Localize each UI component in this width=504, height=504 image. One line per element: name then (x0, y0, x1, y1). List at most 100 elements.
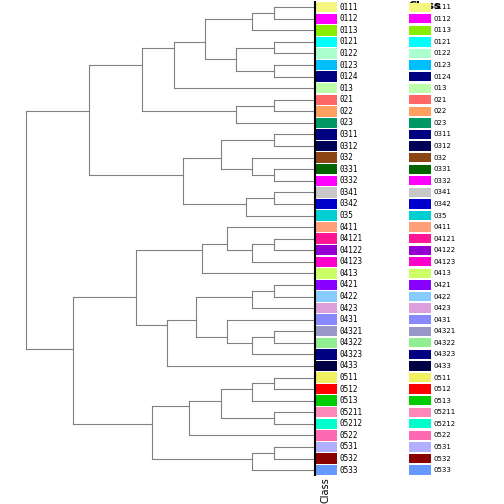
Bar (314, 25, 337, 35)
Bar (314, 384, 337, 394)
Text: 0112: 0112 (340, 14, 358, 23)
Text: 0522: 0522 (434, 432, 451, 438)
Text: 04321: 04321 (434, 328, 456, 334)
Bar (409, 315, 430, 324)
Bar (409, 211, 430, 220)
Text: Class: Class (321, 477, 331, 503)
Bar (314, 60, 337, 70)
Bar (314, 83, 337, 93)
Bar (409, 72, 430, 81)
Text: 0533: 0533 (434, 467, 452, 473)
Bar (409, 303, 430, 312)
Text: 0533: 0533 (340, 466, 358, 475)
Text: 0531: 0531 (434, 444, 452, 450)
Text: 0413: 0413 (434, 270, 452, 276)
Text: 05212: 05212 (340, 419, 363, 428)
Text: 0342: 0342 (340, 200, 358, 209)
Text: 0123: 0123 (340, 60, 358, 70)
Text: 05212: 05212 (434, 421, 456, 427)
Bar (314, 291, 337, 302)
Text: 0423: 0423 (340, 303, 358, 312)
Text: 04323: 04323 (434, 351, 456, 357)
Text: 0423: 0423 (434, 305, 452, 311)
Text: 0331: 0331 (340, 165, 358, 174)
Text: 0531: 0531 (340, 443, 358, 452)
Text: 0311: 0311 (434, 132, 452, 138)
Text: 04122: 04122 (434, 247, 456, 253)
Bar (314, 175, 337, 186)
Text: 0512: 0512 (434, 386, 452, 392)
Text: 04321: 04321 (340, 327, 363, 336)
Bar (409, 60, 430, 70)
Bar (409, 280, 430, 290)
Text: 0123: 0123 (434, 62, 452, 68)
Bar (314, 280, 337, 290)
Bar (314, 407, 337, 417)
Bar (409, 222, 430, 232)
Text: 0431: 0431 (434, 317, 452, 323)
Bar (314, 326, 337, 337)
Text: 021: 021 (434, 97, 447, 103)
Text: 0433: 0433 (434, 363, 452, 369)
Bar (314, 349, 337, 359)
Text: 04123: 04123 (434, 259, 456, 265)
Text: 04323: 04323 (340, 350, 363, 359)
Text: 0113: 0113 (434, 27, 452, 33)
Text: 013: 013 (340, 84, 354, 93)
Bar (314, 48, 337, 58)
Bar (314, 141, 337, 151)
Bar (409, 327, 430, 336)
Bar (314, 222, 337, 232)
Text: 0331: 0331 (434, 166, 452, 172)
Bar (409, 234, 430, 243)
Text: 021: 021 (340, 95, 354, 104)
Text: 0124: 0124 (340, 72, 358, 81)
Text: 0512: 0512 (340, 385, 358, 394)
Bar (314, 372, 337, 383)
Bar (409, 26, 430, 35)
Text: 0532: 0532 (434, 456, 452, 462)
Bar (409, 95, 430, 104)
Bar (409, 443, 430, 452)
Bar (409, 338, 430, 347)
Text: 022: 022 (434, 108, 447, 114)
Text: 05211: 05211 (434, 409, 456, 415)
Text: 0121: 0121 (434, 39, 452, 45)
Text: 035: 035 (434, 213, 447, 219)
Bar (314, 233, 337, 244)
Bar (314, 442, 337, 452)
Text: 0341: 0341 (340, 188, 358, 197)
Text: 032: 032 (434, 155, 447, 161)
Bar (314, 37, 337, 47)
Text: 022: 022 (340, 107, 354, 116)
Bar (409, 257, 430, 267)
Text: 0411: 0411 (434, 224, 452, 230)
Text: 0342: 0342 (434, 201, 452, 207)
Text: 013: 013 (434, 85, 447, 91)
Text: 0511: 0511 (340, 373, 358, 382)
Bar (409, 3, 430, 12)
Bar (409, 118, 430, 128)
Text: 04121: 04121 (340, 234, 363, 243)
Bar (314, 257, 337, 267)
Bar (314, 152, 337, 163)
Text: 0122: 0122 (434, 50, 452, 56)
Bar (409, 165, 430, 174)
Text: 0421: 0421 (434, 282, 452, 288)
Bar (409, 454, 430, 463)
Bar (314, 268, 337, 279)
Bar (409, 431, 430, 440)
Text: 0341: 0341 (434, 190, 452, 196)
Text: 0311: 0311 (340, 130, 358, 139)
Text: 0312: 0312 (340, 142, 358, 151)
Text: 0111: 0111 (340, 3, 358, 12)
Bar (314, 361, 337, 371)
Bar (314, 2, 337, 13)
Bar (409, 176, 430, 185)
Text: 032: 032 (340, 153, 354, 162)
Text: 0513: 0513 (340, 396, 358, 405)
Text: 0431: 0431 (340, 315, 358, 324)
Text: 0421: 0421 (340, 280, 358, 289)
Text: 0513: 0513 (434, 398, 452, 404)
Bar (314, 187, 337, 198)
